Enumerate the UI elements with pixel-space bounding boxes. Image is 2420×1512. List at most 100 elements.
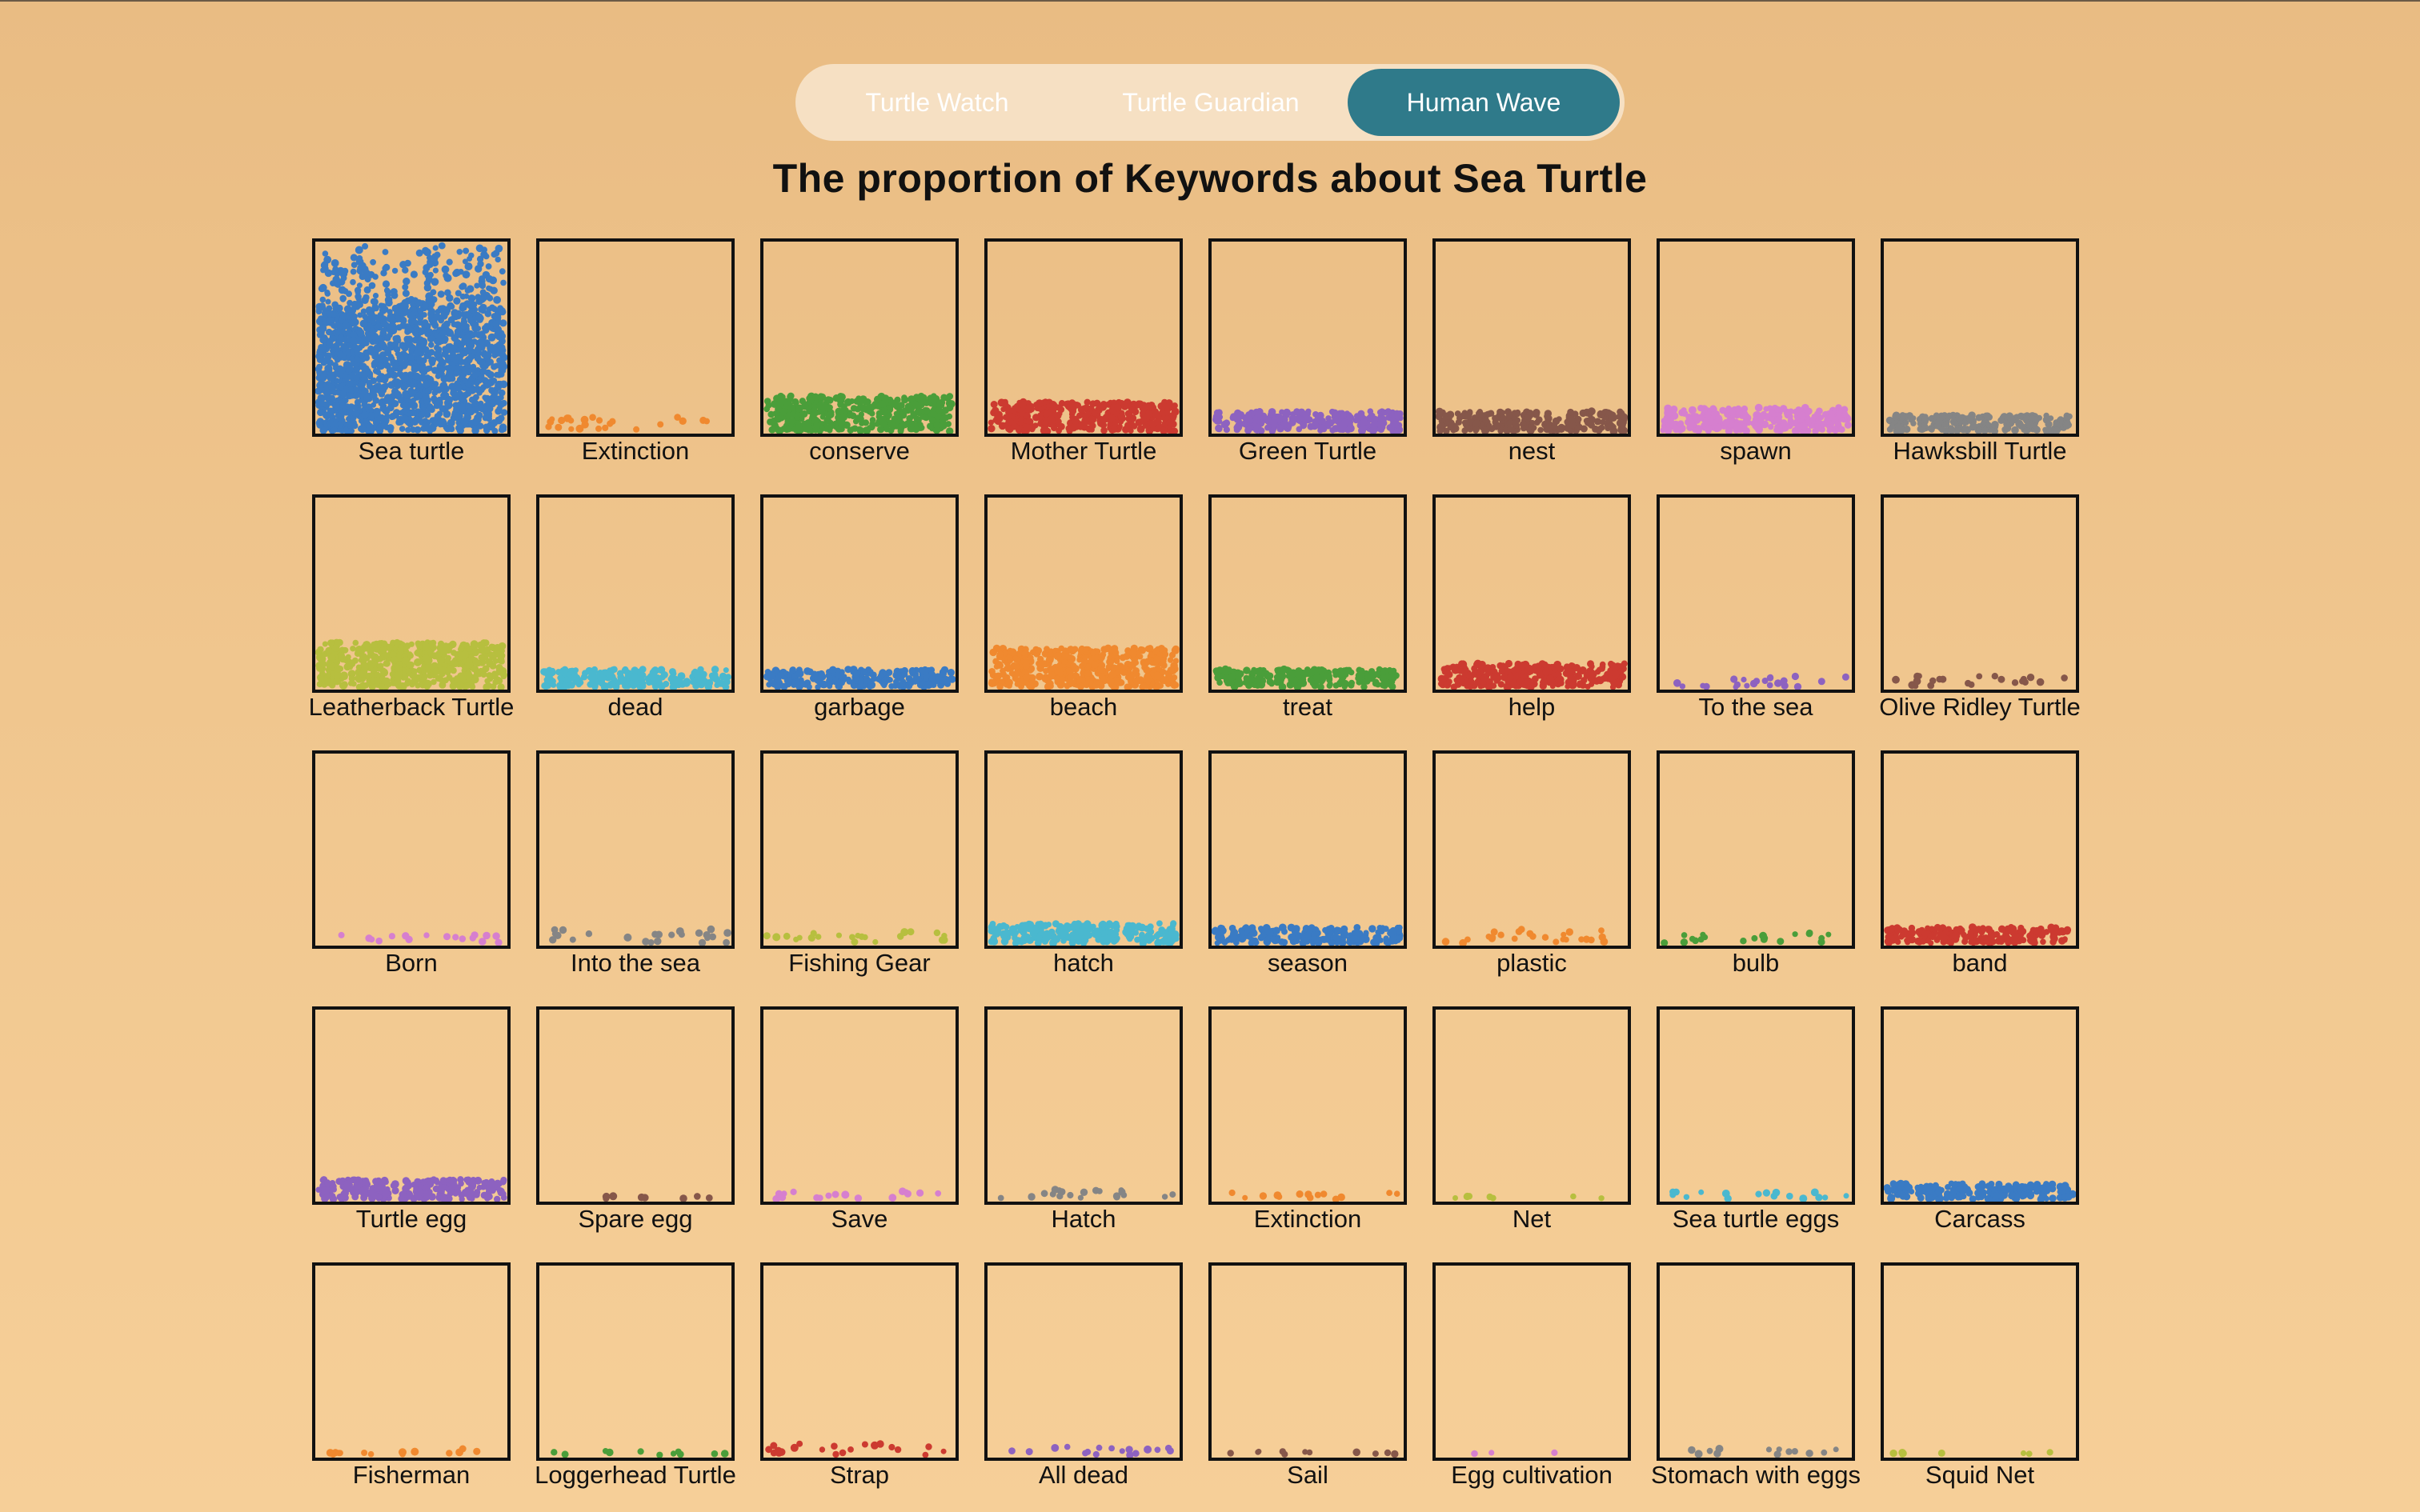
dot xyxy=(936,402,944,409)
dot xyxy=(326,328,333,336)
dot xyxy=(1264,418,1272,426)
dot xyxy=(815,684,821,690)
dot xyxy=(343,647,349,654)
tab-human-wave[interactable]: Human Wave xyxy=(1348,69,1620,136)
dot xyxy=(1296,415,1303,422)
dot xyxy=(325,298,331,305)
keyword-dots xyxy=(315,242,507,434)
dot xyxy=(1815,425,1822,432)
dot xyxy=(414,658,422,666)
dot xyxy=(1152,411,1160,419)
dot xyxy=(908,395,916,403)
dot xyxy=(336,350,344,358)
dot xyxy=(611,677,618,684)
dot xyxy=(407,661,415,669)
dot xyxy=(1108,414,1116,422)
keyword-cell-dead[interactable]: dead xyxy=(536,494,735,721)
dot xyxy=(558,416,566,425)
dot xyxy=(379,340,387,348)
dot xyxy=(378,390,386,398)
dot xyxy=(823,416,831,425)
dot xyxy=(683,678,691,686)
dot xyxy=(419,411,426,418)
dot xyxy=(653,677,659,684)
dot xyxy=(435,338,443,346)
dot xyxy=(1028,654,1034,662)
dot xyxy=(446,674,453,681)
dot xyxy=(827,410,835,418)
dot xyxy=(319,660,327,668)
keyword-cell-conserve[interactable]: conserve xyxy=(760,238,959,465)
dot xyxy=(1131,422,1138,430)
dot xyxy=(413,415,421,423)
dot xyxy=(446,368,454,377)
dot xyxy=(931,393,937,399)
tab-turtle-guardian[interactable]: Turtle Guardian xyxy=(1122,87,1300,117)
keyword-cell-sea-turtle[interactable]: Sea turtle xyxy=(312,238,511,465)
keyword-cell-garbage[interactable]: garbage xyxy=(760,494,959,721)
dot xyxy=(428,356,436,364)
dot xyxy=(1372,415,1379,423)
keyword-container xyxy=(312,494,511,693)
keyword-cell-hawksbill-turtle[interactable]: Hawksbill Turtle xyxy=(1881,238,2079,465)
dot xyxy=(362,314,368,320)
dot xyxy=(410,270,418,278)
dot xyxy=(417,319,423,326)
dot xyxy=(383,677,391,686)
dot xyxy=(431,390,439,396)
dot xyxy=(498,306,506,314)
dot xyxy=(1257,427,1265,434)
dot xyxy=(1091,410,1098,417)
dot xyxy=(711,666,719,674)
dot xyxy=(319,346,327,353)
dot xyxy=(1124,422,1132,429)
dot xyxy=(467,341,475,350)
keyword-cell-nest[interactable]: nest xyxy=(1432,238,1631,465)
dot xyxy=(1160,668,1167,675)
dot xyxy=(354,356,361,363)
dot xyxy=(459,282,467,290)
dot xyxy=(775,406,782,413)
dot xyxy=(1103,414,1110,421)
dot xyxy=(491,363,498,370)
tab-turtle-watch[interactable]: Turtle Watch xyxy=(865,87,1009,117)
dot xyxy=(1019,398,1028,406)
dot xyxy=(386,314,395,323)
dot xyxy=(767,410,775,418)
dot xyxy=(383,424,391,430)
keyword-cell-spawn[interactable]: spawn xyxy=(1657,238,1855,465)
dot xyxy=(1068,669,1074,676)
dot xyxy=(1042,426,1050,434)
dot xyxy=(315,387,323,395)
keyword-cell-green-turtle[interactable]: Green Turtle xyxy=(1208,238,1407,465)
dot xyxy=(1929,426,1935,433)
dot xyxy=(695,672,702,679)
dot xyxy=(320,262,329,270)
dot xyxy=(462,258,468,265)
dot xyxy=(452,402,460,409)
dot xyxy=(1049,419,1056,426)
dot xyxy=(1166,419,1174,426)
dot xyxy=(1300,420,1308,428)
keyword-container xyxy=(984,494,1183,693)
dot xyxy=(777,400,784,408)
dot xyxy=(1889,423,1896,430)
keyword-container xyxy=(1432,238,1631,437)
dot xyxy=(316,363,323,370)
dot xyxy=(804,419,812,426)
dot xyxy=(422,423,431,432)
dot xyxy=(447,328,453,335)
dot xyxy=(331,311,337,318)
dot xyxy=(363,349,371,356)
dot xyxy=(425,328,434,336)
keyword-cell-leatherback-turtle[interactable]: Leatherback Turtle xyxy=(309,494,514,721)
keyword-cell-beach[interactable]: beach xyxy=(984,494,1183,721)
dot xyxy=(780,682,788,690)
dot xyxy=(460,323,467,330)
keyword-cell-mother-turtle[interactable]: Mother Turtle xyxy=(984,238,1183,465)
keyword-cell-extinction[interactable]: Extinction xyxy=(536,238,735,465)
dot xyxy=(461,366,469,375)
dot xyxy=(384,334,391,342)
dot xyxy=(465,362,471,369)
dot xyxy=(827,683,833,690)
